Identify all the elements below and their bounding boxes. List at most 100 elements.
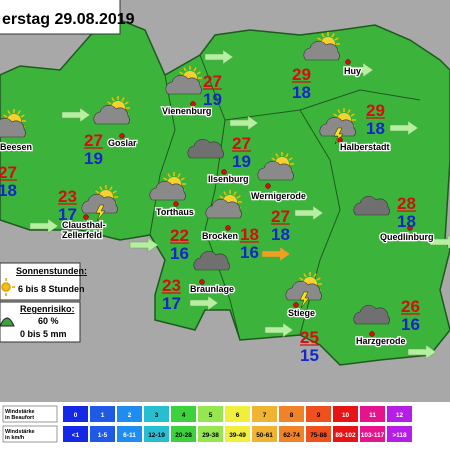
max-temp: 27: [0, 163, 17, 182]
sun-ray: [275, 153, 279, 158]
rain-percent: 60 %: [38, 316, 59, 326]
scale-cell: [144, 426, 169, 442]
border: [149, 74, 176, 236]
rain-amount: 0 bis 5 mm: [20, 329, 67, 339]
sun-ray: [285, 153, 289, 158]
weather-icon: [257, 152, 294, 181]
city-dot: [199, 279, 205, 285]
scale-cell: [90, 426, 115, 442]
scale-value: 39-49: [229, 432, 246, 439]
city-name: Harzgerode: [356, 336, 406, 346]
city-dot: [345, 59, 351, 65]
sun-ray: [313, 273, 317, 278]
scale-cell: [333, 406, 358, 422]
cloud: [81, 193, 118, 214]
city-dot: [83, 214, 89, 220]
scale-cell: [90, 406, 115, 422]
scale-value: 5: [209, 412, 213, 419]
max-temp: 18: [240, 225, 259, 244]
min-temp: 16: [401, 315, 420, 334]
min-temp: 19: [84, 149, 103, 168]
scale-value: 6: [236, 412, 240, 419]
weather-icon: [303, 32, 340, 61]
wind-arrows: [29, 49, 450, 360]
scale-cell: [225, 426, 250, 442]
scale-cell: [171, 426, 196, 442]
max-temp: 27: [84, 131, 103, 150]
max-temp: 27: [232, 134, 251, 153]
cloud: [303, 40, 340, 61]
scale-value: 20-28: [175, 432, 192, 439]
scale-value: 11: [369, 412, 376, 419]
wind-arrow: [264, 322, 294, 338]
weather-icon: [193, 250, 230, 271]
rain-title: Regenrisiko:: [20, 304, 75, 314]
header-title: erstag 29.08.2019: [2, 11, 135, 28]
scale-value: 50-61: [256, 432, 273, 439]
city-dot: [337, 137, 343, 143]
scale-value: 103-117: [361, 432, 385, 439]
city-name: Braunlage: [190, 284, 234, 294]
sun-ray: [17, 110, 21, 115]
min-temp: 17: [58, 205, 77, 224]
city-name: Torthaus: [156, 207, 194, 217]
scale-value: <1: [72, 432, 80, 439]
max-temp: 29: [366, 101, 385, 120]
min-temp: 18: [366, 119, 385, 138]
sun-ray: [219, 195, 224, 199]
cloud: [93, 104, 130, 125]
scale-cell: [252, 406, 277, 422]
scale-label: in Beaufort: [5, 415, 34, 421]
sun-ray: [111, 97, 115, 102]
cloud: [353, 195, 390, 216]
wind-arrow: [344, 62, 374, 78]
wind-arrow: [229, 115, 259, 131]
cloud: [205, 198, 242, 219]
cities: Beesen2718Goslar2719Vienenburg2719Huy291…: [0, 59, 435, 365]
scale-value: 12: [396, 412, 404, 419]
sun-ray: [7, 110, 11, 115]
scale-cell: [117, 426, 142, 442]
sun-ray: [107, 101, 112, 105]
scale-cell: [387, 406, 412, 422]
city-name: Huy: [344, 66, 361, 76]
scale-cell: [306, 406, 331, 422]
border: [299, 89, 421, 111]
sun-ray: [177, 173, 181, 178]
city-dot: [119, 133, 125, 139]
scale-cell: [387, 426, 412, 442]
sun-value: 6 bis 8 Stunden: [18, 284, 85, 294]
weather-icon: [285, 272, 322, 309]
city-name: Zellerfeld: [62, 230, 102, 240]
sun-ray: [299, 277, 304, 281]
max-temp: 27: [203, 72, 222, 91]
city-dot: [173, 201, 179, 207]
scale-cell: [333, 426, 358, 442]
city-name: Beesen: [0, 142, 32, 152]
weather-icon: [205, 190, 242, 219]
sun-ray: [321, 33, 325, 38]
city-dot: [225, 225, 231, 231]
min-temp: 15: [300, 346, 319, 365]
wind-arrow: [389, 120, 419, 136]
scale-value: 7: [263, 412, 267, 419]
lightning: [95, 204, 106, 222]
sun-ray: [179, 71, 184, 75]
sun-ray: [347, 109, 351, 114]
weather-icon: [81, 185, 118, 222]
min-temp: 19: [232, 152, 251, 171]
sun-ray: [196, 71, 201, 75]
cloud: [165, 74, 202, 95]
sun-ray: [350, 113, 355, 117]
sun-ray: [3, 114, 8, 118]
scale-cell: [279, 406, 304, 422]
sun-ray: [109, 186, 113, 191]
city-dot: [293, 302, 299, 308]
max-temp: 25: [300, 328, 319, 347]
sun-ray: [99, 186, 103, 191]
max-temp: 22: [170, 226, 189, 245]
cloud: [319, 116, 356, 137]
scale-cell: [279, 426, 304, 442]
